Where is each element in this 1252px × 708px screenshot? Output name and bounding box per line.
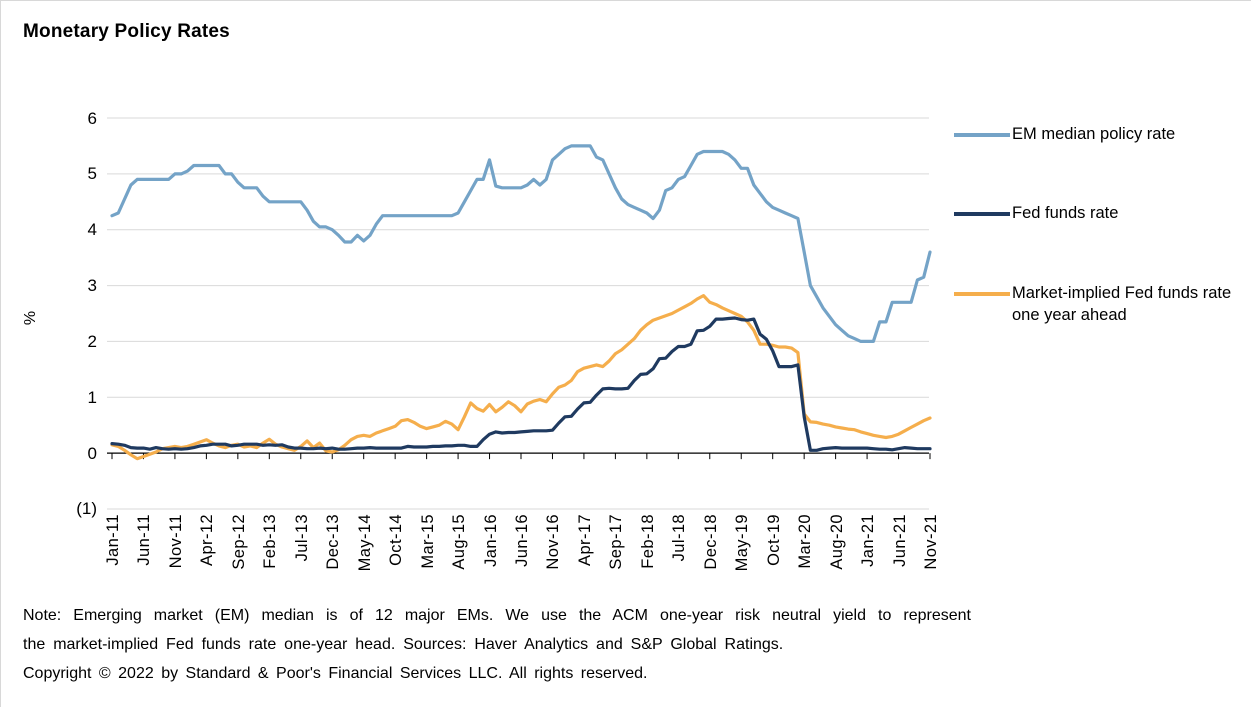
- x-tick-label: Aug-20: [827, 514, 846, 570]
- note-text-line1: Note: Emerging market (EM) median is of …: [23, 607, 971, 624]
- x-tick-label: May-19: [733, 514, 752, 572]
- x-tick-label: Sep-17: [607, 514, 626, 570]
- legend-item-market-implied: Market-implied Fed funds rate one year a…: [954, 283, 1246, 326]
- x-tick-label: Jan-16: [481, 514, 500, 567]
- x-tick-label: Feb-13: [261, 514, 280, 569]
- x-tick-label: Apr-17: [575, 514, 594, 566]
- legend-item-fed-funds: Fed funds rate: [954, 203, 1246, 225]
- fed-funds-line-swatch: [954, 212, 1010, 216]
- x-tick-label: Feb-18: [638, 514, 657, 569]
- chart-title: Monetary Policy Rates: [23, 21, 230, 42]
- x-tick-label: Jan-21: [859, 514, 878, 567]
- x-tick-label: May-14: [355, 514, 374, 572]
- em-median-policy-rate-line: [110, 144, 932, 343]
- x-tick-label: Jul-13: [292, 514, 311, 562]
- legend-label: Market-implied Fed funds rate one year a…: [1012, 284, 1232, 324]
- x-tick-label: Oct-14: [387, 514, 406, 566]
- x-tick-label: Dec-13: [324, 514, 343, 570]
- y-axis-title: %: [22, 310, 39, 326]
- y-tick-label: 5: [87, 164, 97, 184]
- legend-item-em-median: EM median policy rate: [954, 124, 1246, 146]
- x-tick-label: Dec-18: [701, 514, 720, 570]
- legend-label: EM median policy rate: [1012, 125, 1176, 143]
- y-tick-label: 6: [87, 108, 97, 128]
- y-tick-label: 2: [87, 331, 97, 351]
- market-implied-line-swatch: [954, 292, 1010, 296]
- y-tick-label: 0: [87, 443, 97, 463]
- y-tick-label: (1): [76, 499, 97, 519]
- em-median-line-swatch: [954, 133, 1010, 137]
- legend-label: Fed funds rate: [1012, 204, 1119, 222]
- x-tick-label: Apr-12: [198, 514, 217, 566]
- x-tick-label: Mar-15: [418, 514, 437, 569]
- x-tick-label: Jun-11: [135, 514, 154, 566]
- y-tick-label: 1: [87, 387, 97, 407]
- y-tick-label: 3: [87, 276, 97, 296]
- x-tick-label: Nov-11: [166, 514, 185, 569]
- fed-funds-rate-line: [110, 316, 932, 452]
- x-tick-label: Aug-15: [450, 514, 469, 570]
- x-tick-label: Sep-12: [229, 514, 248, 570]
- market-implied-fed-funds-rate-one-year-ahead-line: [110, 294, 932, 461]
- x-tick-label: Jul-18: [670, 514, 689, 562]
- x-tick-label: Jan-11: [104, 514, 122, 566]
- copyright-text: Copyright © 2022 by Standard & Poor's Fi…: [23, 665, 648, 682]
- x-tick-label: Nov-16: [544, 514, 563, 570]
- x-tick-label: Nov-21: [922, 514, 940, 570]
- x-tick-label: Jun-16: [513, 514, 531, 567]
- x-tick-label: Jun-21: [890, 514, 909, 567]
- x-tick-label: Oct-19: [764, 514, 783, 566]
- note-text-line2: the market-implied Fed funds rate one-ye…: [23, 636, 784, 653]
- x-tick-label: Mar-20: [796, 514, 815, 569]
- y-tick-label: 4: [87, 220, 97, 240]
